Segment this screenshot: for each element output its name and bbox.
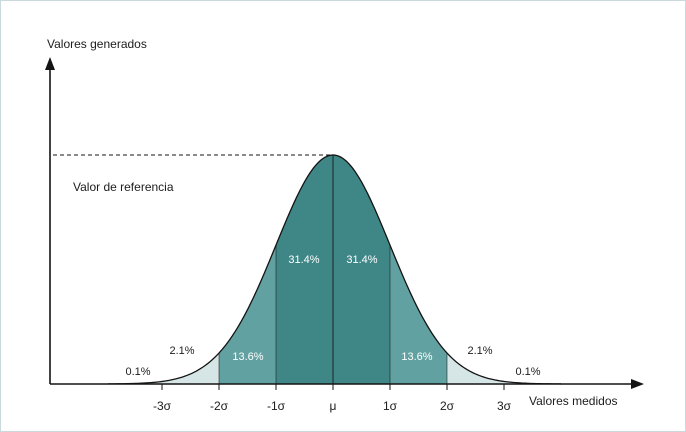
tick-label-0: -3σ (153, 399, 172, 413)
region-label-3: 31.4% (346, 254, 377, 266)
tick-label-1: -2σ (210, 399, 229, 413)
region-mu-plus1 (333, 155, 390, 384)
x-axis-label: Valores medidos (529, 394, 618, 408)
reference-label: Valor de referencia (73, 180, 174, 194)
tail-label-right: 0.1% (515, 366, 540, 378)
x-axis-ticks: -3σ -2σ -1σ μ 1σ 2σ 3σ (153, 384, 512, 413)
region-left-tail (107, 353, 219, 384)
x-axis-arrow (631, 379, 644, 389)
tick-label-6: 3σ (497, 399, 512, 413)
region-right-tail (447, 353, 561, 384)
region-label-0: 2.1% (169, 345, 194, 357)
region-minus1-mu (276, 155, 333, 384)
tick-label-5: 2σ (440, 399, 455, 413)
region-label-4: 13.6% (401, 351, 432, 363)
tail-label-left: 0.1% (125, 366, 150, 378)
bell-curve (107, 154, 562, 385)
y-axis-arrow (45, 57, 55, 70)
tick-label-4: 1σ (383, 399, 398, 413)
tick-label-3: μ (330, 399, 337, 413)
region-label-5: 2.1% (467, 345, 492, 357)
tick-label-2: -1σ (267, 399, 286, 413)
region-label-1: 13.6% (232, 351, 263, 363)
region-label-2: 31.4% (288, 254, 319, 266)
y-axis-label: Valores generados (47, 37, 147, 51)
percentage-labels: 2.1% 13.6% 31.4% 31.4% 13.6% 2.1% 0.1% 0.1% (125, 254, 540, 378)
